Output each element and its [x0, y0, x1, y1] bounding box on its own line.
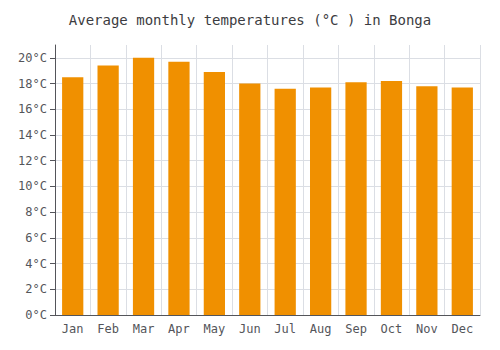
svg-text:Mar: Mar — [133, 322, 155, 336]
svg-text:Average monthly temperatures (: Average monthly temperatures (°C ) in Bo… — [69, 12, 431, 28]
svg-text:20°C: 20°C — [18, 51, 47, 65]
svg-text:May: May — [204, 322, 226, 336]
svg-text:Oct: Oct — [381, 322, 403, 336]
svg-text:Feb: Feb — [97, 322, 119, 336]
svg-text:Dec: Dec — [451, 322, 473, 336]
svg-text:6°C: 6°C — [25, 231, 47, 245]
svg-text:2°C: 2°C — [25, 282, 47, 296]
svg-text:0°C: 0°C — [25, 308, 47, 322]
svg-text:8°C: 8°C — [25, 205, 47, 219]
svg-text:Aug: Aug — [310, 322, 332, 336]
svg-text:16°C: 16°C — [18, 102, 47, 116]
svg-text:Nov: Nov — [416, 322, 438, 336]
svg-text:Jun: Jun — [239, 322, 261, 336]
svg-text:4°C: 4°C — [25, 257, 47, 271]
svg-text:10°C: 10°C — [18, 179, 47, 193]
svg-text:14°C: 14°C — [18, 128, 47, 142]
svg-text:Jul: Jul — [274, 322, 296, 336]
svg-text:Apr: Apr — [168, 322, 190, 336]
svg-text:12°C: 12°C — [18, 154, 47, 168]
svg-text:Jan: Jan — [62, 322, 84, 336]
svg-text:Sep: Sep — [345, 322, 367, 336]
svg-text:18°C: 18°C — [18, 77, 47, 91]
